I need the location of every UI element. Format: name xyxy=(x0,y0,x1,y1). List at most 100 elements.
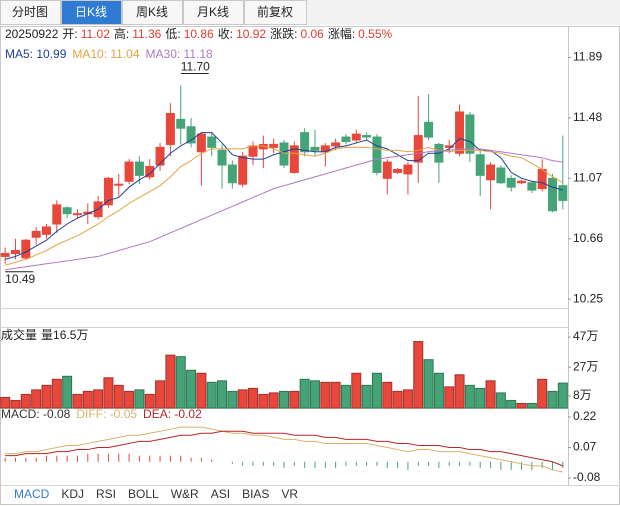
tab[interactable] xyxy=(61,0,122,25)
volume-bar xyxy=(392,390,403,409)
macd-legend: MACD: -0.08 DIFF: -0.05 DEA: -0.02 xyxy=(1,407,202,421)
indicator-tab[interactable]: MACD xyxy=(14,487,50,501)
candle-body xyxy=(10,250,20,254)
volume-bar xyxy=(299,378,310,409)
volume-bar xyxy=(196,372,207,409)
volume-bar xyxy=(62,375,73,409)
tab[interactable] xyxy=(122,0,183,25)
indicator-tab[interactable]: RSI xyxy=(96,487,116,501)
volume-bar xyxy=(20,393,31,409)
volume-subtitle: 量16.5万 xyxy=(41,328,88,342)
volume-bar xyxy=(495,392,506,409)
volume-bar xyxy=(320,381,331,409)
candle-body xyxy=(72,213,82,216)
y-tick-label: 11.07 xyxy=(573,170,602,184)
candle-body xyxy=(134,161,144,176)
volume-bar xyxy=(279,390,289,409)
info-value: 10.92 xyxy=(236,27,266,41)
candle-body xyxy=(176,118,186,129)
y-tick-label: 11.48 xyxy=(573,110,602,124)
volume-bar xyxy=(93,389,104,409)
volume-bar xyxy=(0,396,11,409)
volume-bar xyxy=(82,390,93,409)
info-value: 10.86 xyxy=(184,27,214,41)
candle-body xyxy=(145,166,155,178)
legend-entry: MA30: 11.18 xyxy=(146,47,213,61)
info-label: 涨跌: xyxy=(270,26,297,41)
volume-bar xyxy=(41,384,52,409)
volume-bar xyxy=(423,359,434,409)
candle-body xyxy=(52,204,62,225)
info-value: 0.06 xyxy=(300,27,324,41)
candle-body xyxy=(403,164,413,175)
volume-bar xyxy=(155,380,166,409)
candle-body xyxy=(62,207,72,215)
candle-body xyxy=(103,177,113,206)
candle-body xyxy=(537,168,547,190)
info-label: 低: xyxy=(165,27,180,41)
info-label: 开: xyxy=(62,27,77,41)
indicator-tab[interactable]: BIAS xyxy=(242,487,269,501)
tab[interactable] xyxy=(183,0,244,25)
legend-entry: MA5: 10.99 xyxy=(5,47,67,61)
candle-body xyxy=(196,133,206,153)
candle-body xyxy=(455,111,465,154)
volume-bar xyxy=(103,377,114,409)
indicator-tab[interactable]: KDJ xyxy=(61,487,84,501)
volume-bar xyxy=(547,390,558,409)
indicator-tab[interactable]: ASI xyxy=(211,487,230,501)
volume-bar xyxy=(433,372,444,409)
tab[interactable] xyxy=(0,0,61,25)
volume-bar xyxy=(402,389,413,409)
macd-line xyxy=(5,426,563,473)
indicator-tab[interactable]: VR xyxy=(281,487,298,501)
volume-bar xyxy=(10,399,21,409)
tab[interactable] xyxy=(244,0,307,25)
volume-bar xyxy=(134,389,145,409)
y-tick-label: 0.07 xyxy=(573,440,597,454)
volume-bar xyxy=(217,380,228,409)
candle-body xyxy=(517,180,527,184)
candle-body xyxy=(331,142,341,147)
candle-body xyxy=(186,126,196,144)
volume-bar xyxy=(464,384,475,409)
tab-label[interactable]: 前复权 xyxy=(257,4,293,19)
tab-label[interactable]: 分时图 xyxy=(12,5,48,19)
candle-body xyxy=(114,183,124,186)
info-value: 11.36 xyxy=(132,27,161,41)
tab-label[interactable]: 日K线 xyxy=(75,5,107,19)
candle-body xyxy=(382,161,392,179)
y-tick-label: 10.66 xyxy=(573,231,603,245)
info-label: 收: xyxy=(218,27,233,41)
annotation: 10.49 xyxy=(5,272,35,286)
annotation: 11.70 xyxy=(181,60,210,74)
ma-line xyxy=(5,145,564,266)
volume-bar xyxy=(72,393,83,409)
legend-entry: DIFF: -0.05 xyxy=(76,407,137,421)
volume-bar xyxy=(206,381,217,409)
volume-title: 成交量 xyxy=(1,327,37,342)
volume-bar xyxy=(557,382,568,409)
indicator-tab[interactable]: W&R xyxy=(171,487,199,501)
indicator-tab[interactable]: BOLL xyxy=(128,487,159,501)
volume-bar xyxy=(165,354,176,409)
tab-label[interactable]: 周K线 xyxy=(136,5,168,19)
volume-bar xyxy=(537,378,548,409)
volume-bar xyxy=(371,372,382,409)
candle-body xyxy=(444,145,454,148)
volume-bar xyxy=(248,387,259,409)
frame xyxy=(0,26,620,505)
candle-body xyxy=(41,226,51,235)
volume-bar xyxy=(186,369,197,409)
info-line: 20250922 开: 11.02 高: 11.36 低: 10.86 收: 10.92 涨跌: 0… xyxy=(5,26,393,41)
tab-label[interactable]: 月K线 xyxy=(197,5,229,19)
volume-bar xyxy=(330,381,341,409)
candle-body xyxy=(527,182,537,191)
candle-body xyxy=(465,114,475,154)
candle-body xyxy=(486,164,496,181)
legend-entry: MACD: -0.08 xyxy=(1,407,71,421)
candle-body xyxy=(165,112,175,145)
volume-bar xyxy=(475,387,486,409)
ma-line xyxy=(5,132,563,260)
